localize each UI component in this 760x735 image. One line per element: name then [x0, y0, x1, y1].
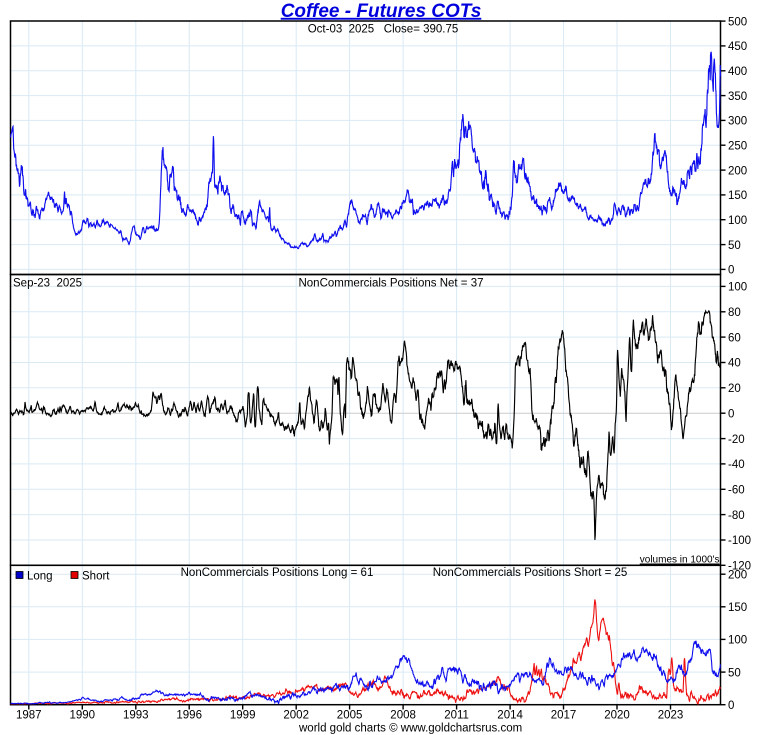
svg-text:2023: 2023: [658, 710, 684, 722]
svg-text:200: 200: [728, 165, 747, 177]
svg-text:2005: 2005: [337, 710, 363, 722]
svg-text:200: 200: [728, 569, 747, 581]
svg-text:Short: Short: [82, 571, 110, 583]
svg-text:2002: 2002: [283, 710, 309, 722]
svg-text:150: 150: [728, 602, 747, 614]
svg-text:1999: 1999: [230, 710, 256, 722]
svg-text:1987: 1987: [16, 710, 42, 722]
svg-text:100: 100: [728, 282, 747, 294]
svg-text:2014: 2014: [497, 710, 523, 722]
svg-text:NonCommercials Positions Long: NonCommercials Positions Long = 61: [181, 567, 374, 579]
svg-text:300: 300: [728, 116, 747, 128]
svg-text:1993: 1993: [123, 710, 149, 722]
svg-text:Coffee - Futures COTs: Coffee - Futures COTs: [281, 1, 482, 22]
svg-text:0: 0: [728, 700, 734, 712]
svg-text:50: 50: [728, 240, 741, 252]
svg-text:450: 450: [728, 41, 747, 53]
svg-text:NonCommercials Positions Short: NonCommercials Positions Short = 25: [433, 567, 628, 579]
svg-text:1990: 1990: [70, 710, 96, 722]
svg-text:350: 350: [728, 91, 747, 103]
svg-text:400: 400: [728, 66, 747, 78]
svg-text:20: 20: [728, 383, 741, 395]
svg-text:-100: -100: [728, 535, 751, 547]
svg-text:-20: -20: [728, 434, 745, 446]
svg-text:-60: -60: [728, 485, 745, 497]
svg-text:-40: -40: [728, 459, 745, 471]
svg-text:Long: Long: [27, 571, 53, 583]
svg-text:NonCommercials Positions Net =: NonCommercials Positions Net = 37: [298, 278, 483, 290]
svg-text:Sep-23 2025: Sep-23 2025: [13, 278, 82, 290]
svg-text:500: 500: [728, 16, 747, 28]
svg-text:250: 250: [728, 140, 747, 152]
svg-text:80: 80: [728, 307, 741, 319]
svg-text:-80: -80: [728, 510, 745, 522]
svg-text:50: 50: [728, 667, 741, 679]
svg-text:2011: 2011: [444, 710, 469, 722]
svg-text:world gold charts © www.goldch: world gold charts © www.goldchartsrus.co…: [298, 723, 522, 735]
svg-text:2020: 2020: [604, 710, 630, 722]
svg-text:0: 0: [728, 408, 734, 420]
svg-text:-120: -120: [728, 561, 751, 573]
svg-text:volumes in 1000's: volumes in 1000's: [640, 555, 720, 566]
svg-text:1996: 1996: [176, 710, 202, 722]
svg-text:40: 40: [728, 358, 741, 370]
svg-text:60: 60: [728, 332, 741, 344]
svg-text:Oct-03 2025 Close= 390.75: Oct-03 2025 Close= 390.75: [308, 23, 459, 35]
svg-text:100: 100: [728, 215, 747, 227]
svg-text:0: 0: [728, 265, 734, 277]
svg-text:2017: 2017: [551, 710, 577, 722]
svg-text:2008: 2008: [390, 710, 416, 722]
svg-text:100: 100: [728, 635, 747, 647]
svg-text:150: 150: [728, 190, 747, 202]
